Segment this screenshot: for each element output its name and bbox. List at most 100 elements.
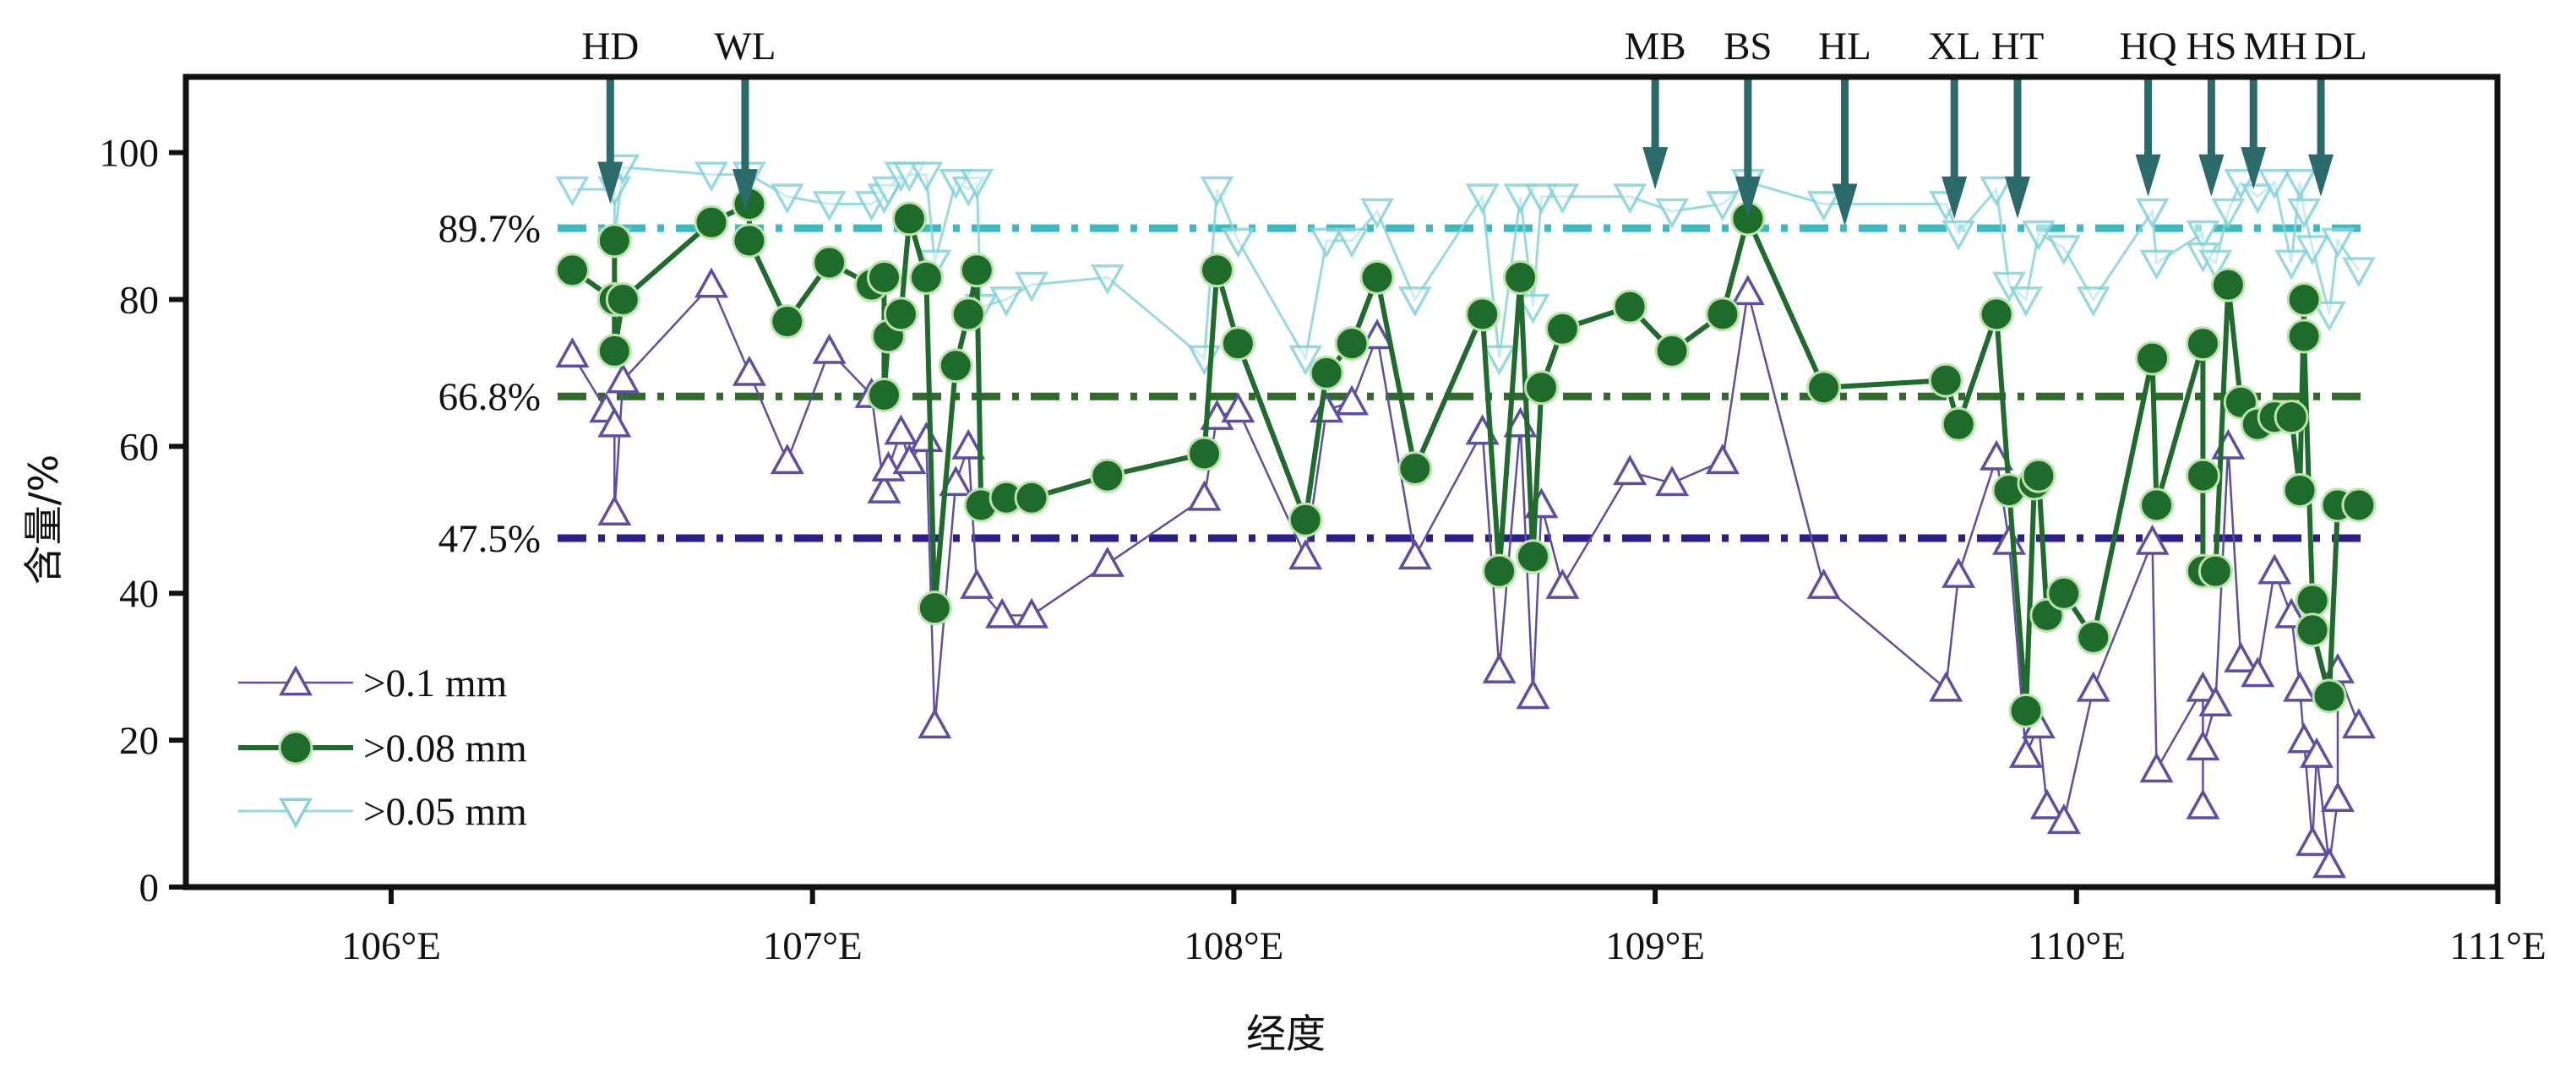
annotation-arrow-head [1942,176,1968,219]
data-point [1359,318,1394,350]
data-point [2274,400,2309,435]
data-point [1655,198,1690,229]
data-point [1515,539,1550,574]
data-point [770,183,804,215]
data-point [1482,553,1517,589]
data-point [884,414,918,445]
data-point [1288,539,1323,570]
data-point [2198,686,2233,716]
data-point [555,176,590,207]
data-point [2186,220,2220,251]
data-point [2186,788,2220,819]
series-line [571,282,2361,866]
data-point [1942,220,1976,251]
data-point [596,333,632,368]
annotation-arrow-head [1642,147,1669,190]
data-point [1980,176,2014,207]
data-point [2287,722,2322,754]
reference-line-label: 66.8% [438,375,541,419]
data-point [2008,737,2043,768]
data-point [960,169,994,199]
legend-marker [279,798,313,829]
data-point [1806,191,1841,222]
data-point [694,161,728,193]
annotation-label: HL [1818,24,1871,68]
data-point [2321,227,2355,259]
data-point [1186,436,1222,471]
data-point [1544,311,1580,346]
data-point [1503,183,1538,215]
data-point [2135,198,2170,229]
data-point [1310,227,1344,259]
legend-marker [279,665,313,696]
data-point [1992,524,2026,555]
data-point [2241,656,2275,688]
data-point [2300,737,2334,768]
data-point [866,259,901,295]
annotation-arrow-head [1735,176,1761,219]
data-point [1288,502,1323,537]
data-point [2139,752,2174,783]
data-point [2021,220,2056,251]
data-point [1705,297,1740,332]
data-point [2029,788,2064,819]
data-point [1523,370,1559,406]
data-point [1612,289,1647,324]
data-point [2224,641,2258,672]
data-point [891,201,927,237]
data-point [1221,227,1255,259]
data-point [1655,466,1690,497]
annotation-label: XL [1928,24,1981,68]
data-point [2197,553,2233,589]
data-point [2296,825,2330,857]
data-point [1014,480,1049,515]
data-point [866,378,901,413]
annotation-arrow-head [2308,154,2334,197]
data-point [770,444,804,475]
data-point [1187,480,1222,511]
data-point [2274,249,2309,280]
data-point [2321,781,2355,813]
x-tick-label: 109°E [1605,924,1705,968]
x-tick-label: 106°E [341,924,441,968]
data-point [917,591,952,626]
annotation-label: HD [581,24,639,68]
annotation-arrow-head [2135,154,2161,197]
data-point [2286,281,2322,317]
data-point [1465,297,1500,332]
data-point [1397,539,1432,570]
data-point [2046,803,2081,835]
data-point [2341,708,2376,739]
data-point [2341,487,2377,523]
data-point [2257,169,2292,199]
annotation-label: MH [2243,24,2307,68]
data-point [1654,333,1690,368]
data-point [1397,286,1432,318]
data-point [2341,257,2376,288]
x-tick-label: 107°E [763,924,863,968]
data-point [1482,345,1517,376]
data-point [1941,406,1976,442]
data-point [732,355,766,386]
data-point [909,422,944,453]
data-point [2287,198,2322,229]
annotation-arrow-head [2198,154,2225,197]
data-point [1200,176,1234,207]
data-point [1015,271,1048,302]
data-point [555,337,590,368]
annotation-label: HS [2186,24,2236,68]
reference-line-label: 89.7% [438,207,541,251]
data-point [1090,264,1125,296]
data-point [1309,355,1344,390]
y-tick-label: 80 [119,278,159,322]
y-tick-label: 40 [119,572,159,616]
data-point [1187,345,1222,376]
data-point [2135,524,2170,555]
data-point [2076,619,2111,655]
data-point [1359,198,1394,229]
data-point [1335,384,1370,416]
legend-label: >0.05 mm [363,790,527,834]
data-point [2008,286,2043,318]
data-point [812,191,847,222]
data-point [1992,271,2026,302]
